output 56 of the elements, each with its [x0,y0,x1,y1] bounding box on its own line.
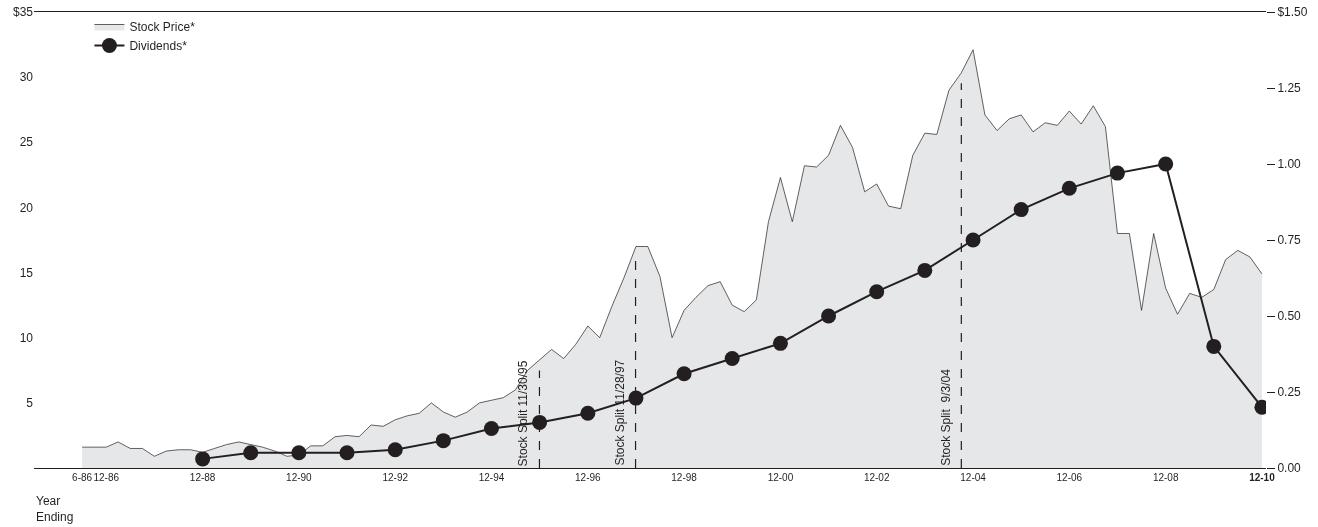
y2-tick-label: 1.25 [1277,81,1302,96]
x-tick-label: 12-96 [575,472,602,484]
y-tick-label: 10 [19,330,34,345]
y-tick-label: 5 [26,396,34,411]
ref-line-label: Stock Split 11/28/97 [612,359,627,466]
y2-tick-label: 0.50 [1277,309,1302,324]
point [869,284,885,300]
legend-label: Dividends* [129,39,188,54]
x-tick-label: 12-86 [93,472,120,484]
point [387,442,403,458]
point [435,433,451,449]
y2-tick-label: 1.00 [1277,157,1302,172]
point [917,262,933,278]
point [1206,338,1222,354]
x-tick-label: 12-94 [478,472,505,484]
ref-line-label: Stock Split 11/30/95 [516,360,531,467]
point [628,390,644,406]
point [339,445,355,461]
point [676,366,692,382]
x-tick-label: 12-88 [189,472,216,484]
point [965,232,981,248]
point [580,405,596,421]
y2-tick-label: 0.25 [1277,385,1302,400]
legend-label: Stock Price* [129,20,196,35]
x-tick-label: 12-98 [671,472,698,484]
x-axis-title: Year Ending [36,494,74,524]
x-tick-label: 12-10 [1249,472,1276,484]
x-tick-label: 12-02 [863,472,890,484]
y-tick-label: 30 [19,70,34,85]
point [1013,202,1029,218]
y-tick-label: 25 [19,135,34,150]
point [1109,165,1125,181]
x-tick-label: 12-92 [382,472,409,484]
point [483,420,499,436]
point [821,308,837,324]
x-tick-label: 12-90 [286,472,313,484]
y-tick-label: 20 [19,200,34,215]
y-tick-label: 15 [19,265,34,280]
y2-tick-label: 0.75 [1277,233,1302,248]
ref-line-label: Stock Split 9/3/04 [938,368,953,466]
y2-tick-label: 0.00 [1277,461,1302,476]
x-tick-label: 6-86 [72,472,93,484]
point [724,351,740,367]
point [1158,156,1174,172]
point [772,335,788,351]
point [1061,180,1077,196]
y2-tick-label: $1.50 [1277,5,1308,20]
point [243,445,259,461]
x-tick-label: 12-04 [960,472,987,484]
x-tick-label: 12-08 [1152,472,1179,484]
point [532,414,548,430]
y-tick-label: $35 [12,5,34,20]
x-tick-label: 12-06 [1056,472,1083,484]
point [291,445,307,461]
point [195,451,211,467]
x-tick-label: 12-00 [767,472,794,484]
